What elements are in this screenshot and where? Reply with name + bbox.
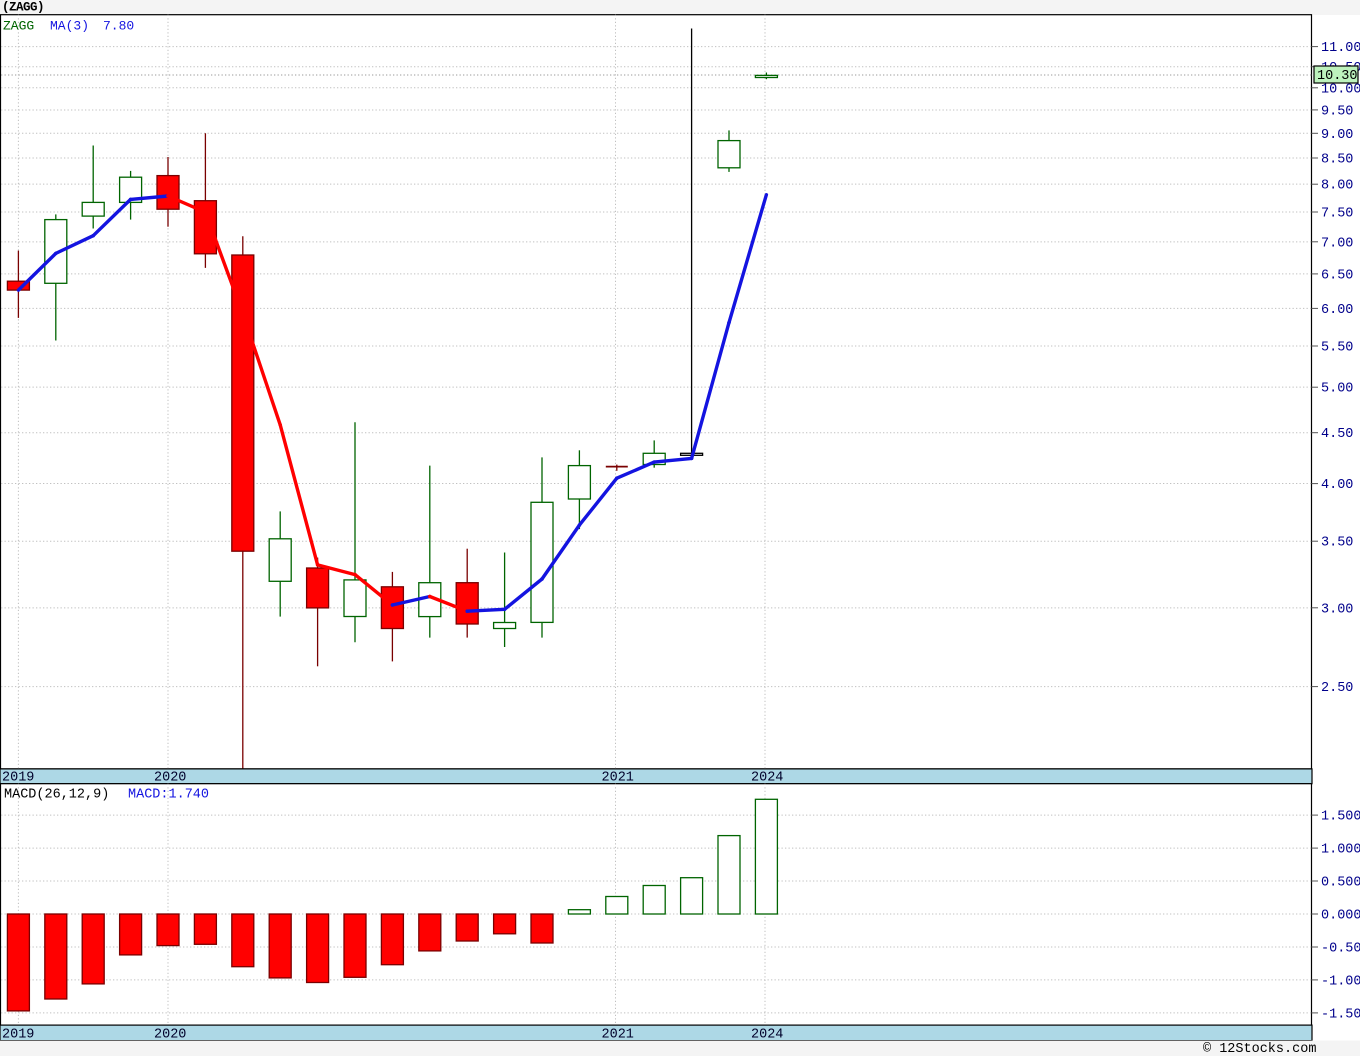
- svg-text:0.500: 0.500: [1321, 876, 1360, 891]
- svg-text:-0.500: -0.500: [1321, 942, 1360, 957]
- svg-text:2024: 2024: [751, 1028, 783, 1043]
- svg-text:7.80: 7.80: [103, 19, 134, 34]
- svg-text:6.00: 6.00: [1321, 303, 1353, 318]
- svg-text:9.00: 9.00: [1321, 128, 1353, 143]
- svg-text:ZAGG: ZAGG: [3, 19, 34, 34]
- svg-text:9.50: 9.50: [1321, 104, 1353, 119]
- svg-text:11.00: 11.00: [1321, 41, 1360, 56]
- svg-text:8.00: 8.00: [1321, 179, 1353, 194]
- svg-text:3.50: 3.50: [1321, 536, 1353, 551]
- svg-text:4.50: 4.50: [1321, 427, 1353, 442]
- svg-text:10.30: 10.30: [1317, 69, 1358, 84]
- svg-text:2019: 2019: [2, 1028, 34, 1043]
- svg-text:2020: 2020: [154, 1028, 186, 1043]
- svg-text:6.50: 6.50: [1321, 268, 1353, 283]
- svg-text:2021: 2021: [602, 1028, 634, 1043]
- svg-text:2.50: 2.50: [1321, 681, 1353, 696]
- svg-text:4.00: 4.00: [1321, 478, 1353, 493]
- svg-text:5.50: 5.50: [1321, 341, 1353, 356]
- svg-text:MACD:1.740: MACD:1.740: [128, 788, 209, 803]
- svg-text:-1.000: -1.000: [1321, 974, 1360, 989]
- svg-text:© 12Stocks.com: © 12Stocks.com: [1203, 1042, 1316, 1056]
- svg-text:5.00: 5.00: [1321, 382, 1353, 397]
- svg-text:-1.500: -1.500: [1321, 1007, 1360, 1022]
- svg-text:7.50: 7.50: [1321, 207, 1353, 222]
- svg-text:1.500: 1.500: [1321, 810, 1360, 825]
- svg-text:3.00: 3.00: [1321, 602, 1353, 617]
- svg-text:10.00: 10.00: [1321, 82, 1360, 97]
- svg-text:(ZAGG): (ZAGG): [2, 1, 44, 15]
- svg-text:MACD(26,12,9): MACD(26,12,9): [4, 788, 109, 803]
- svg-text:1.000: 1.000: [1321, 843, 1360, 858]
- svg-text:8.50: 8.50: [1321, 153, 1353, 168]
- svg-text:MA(3): MA(3): [50, 19, 89, 34]
- svg-text:0.000: 0.000: [1321, 909, 1360, 924]
- svg-text:7.00: 7.00: [1321, 236, 1353, 251]
